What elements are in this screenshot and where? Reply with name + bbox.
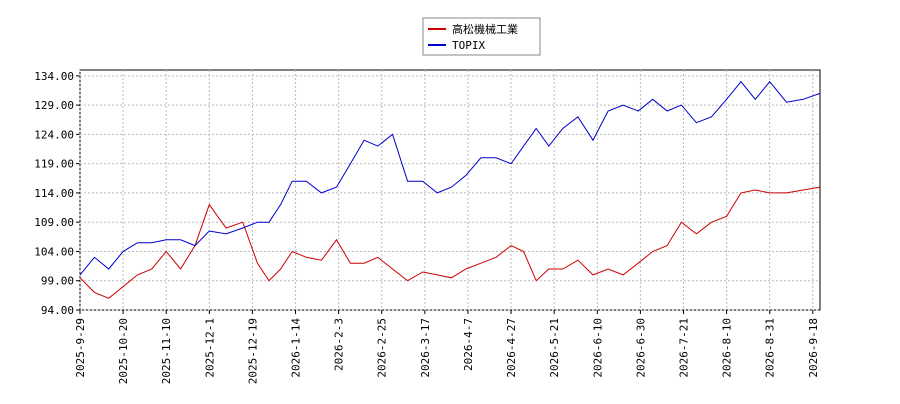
x-tick-label: 2026-6-10 <box>591 318 604 378</box>
x-tick-label: 2025-11-10 <box>160 318 173 384</box>
x-tick-label: 2026-3-17 <box>419 318 432 378</box>
legend-label: 高松機械工業 <box>452 22 518 36</box>
x-tick-label: 2026-5-21 <box>548 318 561 378</box>
x-tick-label: 2025-10-20 <box>117 318 130 384</box>
x-tick-label: 2026-1-14 <box>290 318 303 378</box>
x-tick-label: 2026-6-30 <box>634 318 647 378</box>
series-line <box>79 186 821 299</box>
y-tick-label: 114.00 <box>34 187 74 200</box>
x-tick-label: 2026-7-21 <box>677 318 690 378</box>
x-tick-label: 2026-4-27 <box>505 318 518 378</box>
y-tick-label: 129.00 <box>34 99 74 112</box>
y-tick-label: 134.00 <box>34 70 74 83</box>
x-tick-label: 2026-9-18 <box>807 318 820 378</box>
y-tick-label: 109.00 <box>34 216 74 229</box>
y-tick-label: 119.00 <box>34 158 74 171</box>
x-tick-label: 2025-9-29 <box>74 318 87 378</box>
x-tick-label: 2025-12-1 <box>203 318 216 378</box>
x-tick-label: 2026-4-7 <box>462 318 475 371</box>
x-tick-label: 2026-2-25 <box>376 318 389 378</box>
y-tick-label: 104.00 <box>34 245 74 258</box>
series-line <box>79 80 821 276</box>
x-tick-label: 2025-12-19 <box>246 318 259 384</box>
x-tick-label: 2026-8-10 <box>721 318 734 378</box>
x-tick-label: 2026-2-3 <box>333 318 346 371</box>
x-tick-label: 2026-8-31 <box>764 318 777 378</box>
legend-label: TOPIX <box>452 39 485 52</box>
y-tick-label: 124.00 <box>34 128 74 141</box>
plot-area <box>79 69 821 311</box>
y-tick-label: 94.00 <box>41 304 74 317</box>
y-tick-label: 99.00 <box>41 275 74 288</box>
legend-box <box>422 17 541 56</box>
